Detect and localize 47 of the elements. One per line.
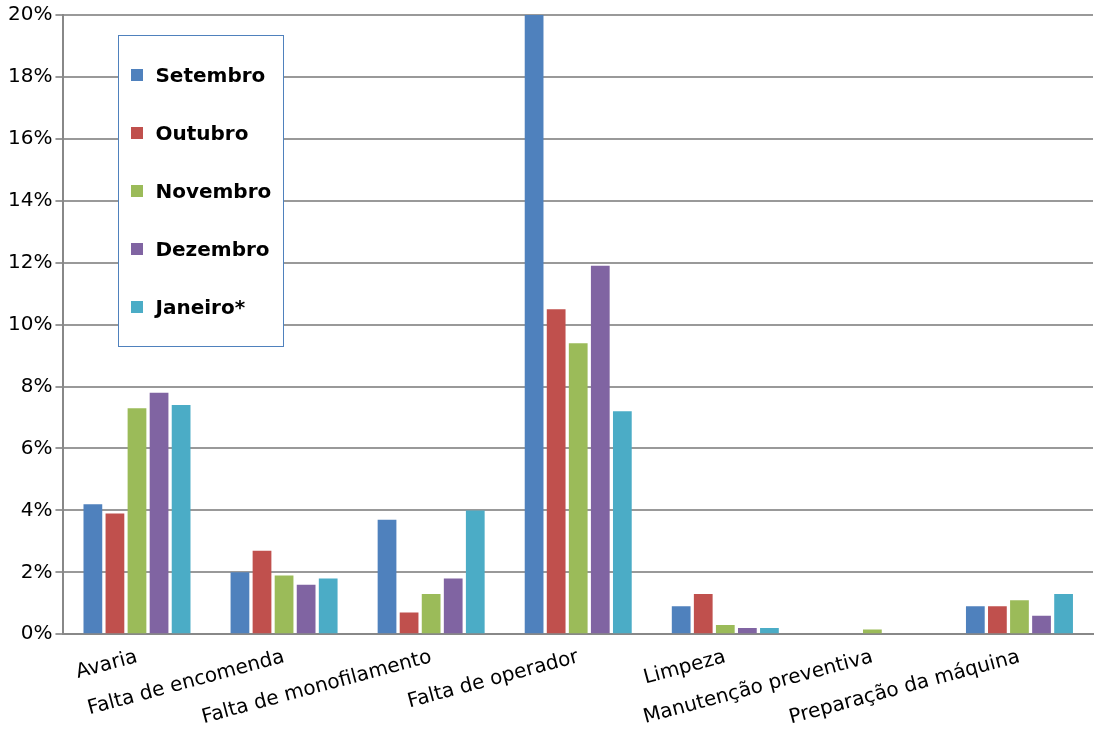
legend-label: Dezembro <box>155 237 270 261</box>
bar <box>693 593 713 634</box>
bar <box>171 405 191 634</box>
y-tick-label: 6% <box>20 434 53 459</box>
bar <box>421 593 441 634</box>
y-tick-label: 16% <box>8 125 53 150</box>
legend-label: Janeiro* <box>155 295 246 319</box>
bar <box>252 550 272 634</box>
bar <box>83 504 103 634</box>
y-tick-label: 14% <box>8 186 53 211</box>
bar <box>737 628 757 634</box>
bar <box>760 628 779 634</box>
y-tick-label: 0% <box>20 620 53 645</box>
bar <box>612 411 632 634</box>
y-tick-label: 8% <box>20 372 53 397</box>
bar <box>988 606 1007 634</box>
bar <box>715 624 735 634</box>
y-tick-label: 2% <box>20 558 53 583</box>
bar <box>105 513 125 634</box>
bar <box>127 408 147 634</box>
bar <box>399 612 419 634</box>
bar <box>671 606 691 634</box>
legend-label: Setembro <box>155 63 266 87</box>
bar <box>590 265 610 634</box>
y-tick-label: 10% <box>8 310 53 335</box>
bar <box>377 519 397 634</box>
bar <box>1032 615 1051 634</box>
bar <box>568 343 588 634</box>
bar <box>318 578 338 634</box>
bar <box>1054 593 1073 634</box>
y-tick-label: 4% <box>20 496 53 521</box>
bar <box>274 575 294 634</box>
bar <box>465 510 485 634</box>
y-tick-label: 12% <box>8 248 53 273</box>
bar <box>1010 600 1029 634</box>
bar <box>149 392 169 634</box>
legend-label: Novembro <box>155 179 272 203</box>
y-tick-label: 18% <box>8 63 53 88</box>
bar <box>524 15 544 634</box>
x-tick-label: Avaria <box>72 643 140 683</box>
bar <box>965 606 985 634</box>
bar <box>443 578 463 634</box>
legend-label: Outubro <box>155 121 249 145</box>
bar <box>296 584 316 634</box>
y-tick-label: 20% <box>8 1 53 26</box>
bar <box>546 309 566 634</box>
bar <box>230 572 250 634</box>
